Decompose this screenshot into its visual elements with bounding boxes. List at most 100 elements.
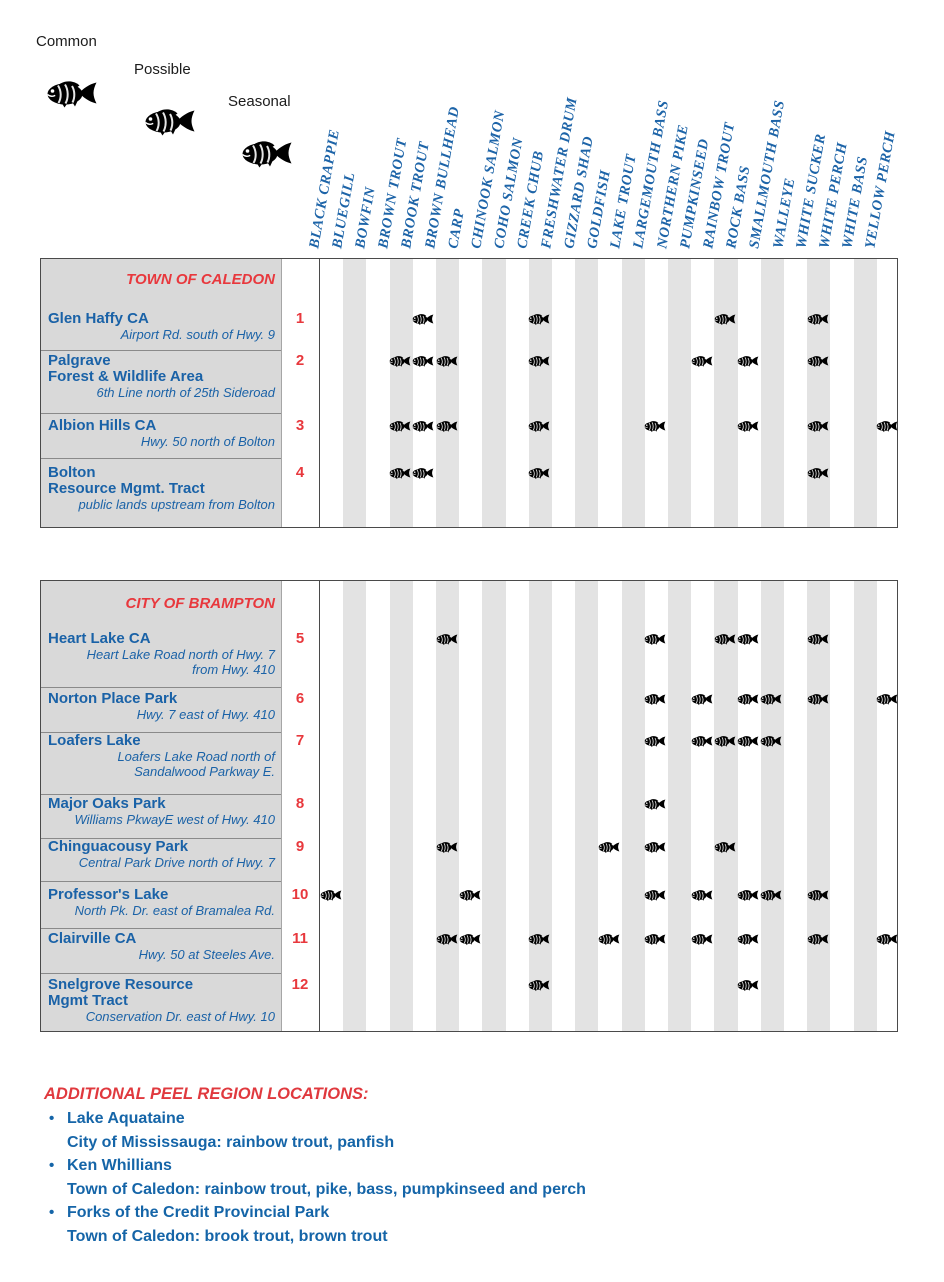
table-row bbox=[41, 838, 281, 881]
grid-column-stripe bbox=[668, 259, 692, 527]
location-number: 6 bbox=[295, 690, 305, 707]
location-address: Heart Lake Road north of Hwy. 7 bbox=[86, 647, 275, 662]
grid-column-stripe bbox=[714, 259, 738, 527]
fish-marker-goldfish bbox=[598, 932, 620, 946]
table-row bbox=[41, 458, 281, 529]
fish-marker-creek-chub bbox=[528, 932, 550, 946]
grid-column-stripe bbox=[459, 581, 482, 1031]
location-number: 12 bbox=[291, 976, 309, 993]
fish-marker-goldfish bbox=[598, 840, 620, 854]
fish-marker-largemouth-bass bbox=[644, 692, 666, 706]
fish-marker-brown-bullhead bbox=[436, 932, 458, 946]
fish-marker-largemouth-bass bbox=[644, 419, 666, 433]
location-address: Sandalwood Parkway E. bbox=[134, 764, 275, 779]
table-row bbox=[41, 350, 281, 413]
fish-marker-rock-bass bbox=[737, 419, 759, 433]
table-row bbox=[41, 413, 281, 458]
fish-marker-rainbow-trout bbox=[714, 840, 736, 854]
location-address: Williams PkwayE west of Hwy. 410 bbox=[74, 812, 275, 827]
location-name: Heart Lake CA bbox=[48, 630, 151, 647]
additional-detail: Town of Caledon: brook trout, brown trou… bbox=[67, 1227, 388, 1245]
fish-marker-carp bbox=[459, 932, 481, 946]
fish-marker-brook-trout bbox=[412, 466, 434, 480]
fish-marker-white-sucker bbox=[807, 632, 829, 646]
location-name: Glen Haffy CA bbox=[48, 310, 149, 327]
table-row bbox=[41, 928, 281, 973]
fish-marker-white-sucker bbox=[807, 354, 829, 368]
fish-marker-smallmouth-bass bbox=[760, 734, 782, 748]
grid-column-stripe bbox=[598, 259, 621, 527]
fish-marker-yellow-perch bbox=[876, 932, 898, 946]
legend-label-seasonal: Seasonal bbox=[228, 93, 291, 110]
grid-column-stripe bbox=[506, 259, 529, 527]
bullet-icon: • bbox=[49, 1110, 55, 1127]
fish-marker-rainbow-trout bbox=[714, 734, 736, 748]
additional-detail: Town of Caledon: rainbow trout, pike, ba… bbox=[67, 1180, 586, 1198]
fish-marker-white-sucker bbox=[807, 692, 829, 706]
fish-marker-largemouth-bass bbox=[644, 840, 666, 854]
location-name: Forest & Wildlife Area bbox=[48, 368, 204, 385]
possible-fish-icon bbox=[143, 106, 197, 136]
location-address: from Hwy. 410 bbox=[192, 662, 275, 677]
grid-column-stripe bbox=[598, 581, 621, 1031]
location-number: 9 bbox=[295, 838, 305, 855]
fish-marker-pumpkinseed bbox=[691, 734, 713, 748]
fish-marker-yellow-perch bbox=[876, 692, 898, 706]
fish-marker-pumpkinseed bbox=[691, 932, 713, 946]
location-number: 2 bbox=[295, 352, 305, 369]
location-column bbox=[41, 259, 281, 527]
legend-label-common: Common bbox=[36, 33, 97, 50]
number-column bbox=[281, 259, 319, 527]
additional-name: Ken Whillians bbox=[67, 1157, 172, 1175]
species-grid bbox=[319, 581, 897, 1031]
grid-column-stripe bbox=[413, 259, 436, 527]
additional-name: Lake Aquataine bbox=[67, 1110, 185, 1127]
grid-column-stripe bbox=[784, 259, 807, 527]
location-address: Loafers Lake Road north of bbox=[117, 749, 275, 764]
location-number: 4 bbox=[295, 464, 305, 481]
fish-marker-white-sucker bbox=[807, 932, 829, 946]
fish-marker-brown-trout bbox=[389, 419, 411, 433]
grid-column-stripe bbox=[389, 581, 413, 1031]
grid-column-stripe bbox=[760, 259, 784, 527]
fish-marker-white-sucker bbox=[807, 466, 829, 480]
grid-column-stripe bbox=[830, 259, 853, 527]
grid-column-stripe bbox=[668, 581, 692, 1031]
fish-marker-brook-trout bbox=[412, 354, 434, 368]
location-name: Bolton bbox=[48, 464, 96, 481]
location-name: Major Oaks Park bbox=[48, 795, 166, 812]
fish-marker-creek-chub bbox=[528, 978, 550, 992]
location-number: 11 bbox=[292, 930, 308, 947]
species-grid bbox=[319, 259, 897, 527]
fish-marker-white-sucker bbox=[807, 888, 829, 902]
fish-marker-rock-bass bbox=[737, 354, 759, 368]
additional-locations: ADDITIONAL PEEL REGION LOCATIONS: • Lake … bbox=[44, 1084, 924, 1249]
grid-column-stripe bbox=[528, 581, 552, 1031]
section-title: TOWN OF CALEDON bbox=[126, 271, 275, 288]
fish-marker-rock-bass bbox=[737, 888, 759, 902]
grid-column-stripe bbox=[691, 259, 714, 527]
grid-column-stripe bbox=[877, 259, 900, 527]
fish-marker-brown-bullhead bbox=[436, 840, 458, 854]
fish-marker-smallmouth-bass bbox=[760, 888, 782, 902]
grid-column-stripe bbox=[714, 581, 738, 1031]
fish-marker-brown-bullhead bbox=[436, 632, 458, 646]
grid-column-stripe bbox=[621, 259, 645, 527]
grid-column-stripe bbox=[389, 259, 413, 527]
grid-column-stripe bbox=[807, 581, 831, 1031]
fish-marker-creek-chub bbox=[528, 419, 550, 433]
fish-marker-white-sucker bbox=[807, 312, 829, 326]
fish-marker-rock-bass bbox=[737, 932, 759, 946]
location-name: Mgmt Tract bbox=[48, 992, 129, 1009]
grid-column-stripe bbox=[552, 581, 575, 1031]
bullet-icon: • bbox=[49, 1157, 55, 1175]
grid-column-stripe bbox=[482, 581, 506, 1031]
grid-column-stripe bbox=[760, 581, 784, 1031]
location-address: Central Park Drive north of Hwy. 7 bbox=[78, 855, 275, 870]
grid-column-stripe bbox=[343, 581, 367, 1031]
location-address: Hwy. 50 north of Bolton bbox=[140, 434, 275, 449]
grid-column-stripe bbox=[459, 259, 482, 527]
fish-marker-smallmouth-bass bbox=[760, 692, 782, 706]
grid-column-stripe bbox=[552, 259, 575, 527]
